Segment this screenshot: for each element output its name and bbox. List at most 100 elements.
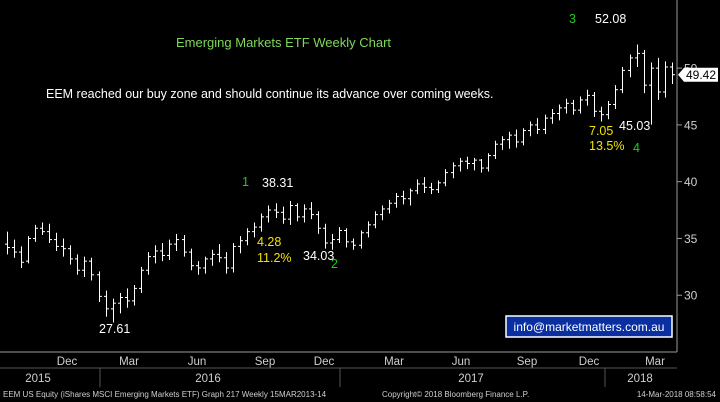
ohlc-bar	[47, 223, 52, 243]
ohlc-bar	[40, 222, 45, 236]
ohlc-bar	[274, 203, 279, 219]
price-axis-ticks: 3035404550	[677, 62, 698, 303]
ohlc-bar	[210, 249, 215, 266]
year-tick-label: 2017	[458, 373, 484, 385]
ohlc-bar	[19, 246, 24, 268]
ohlc-bar	[585, 89, 590, 106]
ohlc-bar	[373, 211, 378, 229]
ohlc-bar	[649, 62, 654, 125]
annotation-low-2018: 45.03	[619, 119, 650, 133]
ohlc-bar	[408, 188, 413, 206]
month-tick-label: Sep	[255, 356, 275, 368]
ohlc-bar	[224, 252, 229, 274]
ohlc-bar	[259, 213, 264, 232]
ohlc-bar	[401, 190, 406, 205]
ohlc-bar	[118, 292, 123, 314]
ohlc-bar	[104, 290, 109, 317]
ohlc-bar	[337, 227, 342, 243]
month-tick-label: Dec	[57, 356, 78, 368]
year-tick-label: 2018	[627, 373, 653, 385]
ohlc-bar	[628, 54, 633, 78]
ohlc-bar	[606, 101, 611, 120]
ohlc-bar	[620, 66, 625, 94]
annotation-decline-points-2: 7.05	[589, 124, 613, 138]
ohlc-bar	[160, 242, 165, 262]
ohlc-bar	[486, 153, 491, 172]
footer-security-info: EEM US Equity (iShares MSCI Emerging Mar…	[3, 390, 327, 399]
ohlc-bar	[75, 254, 80, 275]
ohlc-bar	[174, 233, 179, 251]
ohlc-bar	[5, 231, 10, 255]
ohlc-bar	[451, 162, 456, 179]
price-tick-label: 40	[684, 175, 698, 189]
ohlc-bar	[380, 205, 385, 221]
annotation-wave-1: 1	[242, 175, 249, 189]
ohlc-bar	[550, 109, 555, 124]
price-tick-label: 35	[684, 232, 698, 246]
annotation-low-late-2016: 34.03	[303, 249, 334, 263]
annotation-decline-pct-1: 11.2%	[257, 251, 292, 265]
ohlc-bar	[663, 61, 668, 98]
ohlc-bar	[443, 169, 448, 187]
footer-bar: EEM US Equity (iShares MSCI Emerging Mar…	[0, 387, 720, 402]
annotation-high-2018: 52.08	[595, 12, 626, 26]
ohlc-bar	[266, 205, 271, 223]
ohlc-bar	[458, 157, 463, 172]
ohlc-bar	[543, 114, 548, 134]
contact-box[interactable]: info@marketmatters.com.au	[505, 315, 673, 338]
month-tick-label: Jun	[452, 356, 471, 368]
ohlc-bar	[564, 98, 569, 114]
month-tick-label: Sep	[517, 356, 537, 368]
ohlc-bar	[557, 104, 562, 121]
month-tick-label: Dec	[314, 356, 335, 368]
ohlc-bar	[61, 238, 66, 257]
ohlc-bar	[670, 62, 675, 85]
ohlc-bar	[323, 223, 328, 249]
contact-email-link[interactable]: info@marketmatters.com.au	[514, 320, 665, 334]
ohlc-bar	[146, 252, 151, 275]
month-tick-label: Dec	[579, 356, 600, 368]
ohlc-bar	[422, 177, 427, 194]
ohlc-bar	[68, 245, 73, 265]
price-tick-label: 45	[684, 118, 698, 132]
time-axis-ticks: Dec Mar Jun Sep Dec Mar Jun Sep Dec Mar 2015 2016 20…	[25, 356, 665, 387]
year-tick-label: 2015	[25, 373, 51, 385]
last-price-value: 49.42	[686, 68, 716, 82]
ohlc-bar	[394, 193, 399, 208]
ohlc-bar	[82, 256, 87, 278]
ohlc-bar	[182, 235, 187, 257]
ohlc-bar	[472, 157, 477, 171]
ohlc-bar	[153, 245, 158, 264]
ohlc-bar	[656, 57, 661, 100]
ohlc-bar	[302, 204, 307, 223]
month-tick-label: Mar	[645, 356, 665, 368]
ohlc-bar	[33, 224, 38, 242]
annotation-wave-2: 2	[331, 257, 338, 271]
ohlc-bar	[635, 44, 640, 67]
ohlc-bar	[281, 206, 286, 224]
ohlc-bar	[415, 179, 420, 195]
ohlc-bar	[514, 129, 519, 148]
ohlc-bar	[252, 222, 257, 238]
ohlc-bar	[429, 182, 434, 195]
ohlc-bar	[12, 239, 17, 258]
ohlc-bar	[97, 271, 102, 303]
ohlc-bar	[111, 298, 116, 323]
ohlc-bar	[571, 99, 576, 115]
ohlc-bar	[535, 118, 540, 134]
ohlc-bar	[203, 256, 208, 274]
month-tick-label: Mar	[384, 356, 404, 368]
ohlc-bar	[507, 131, 512, 149]
ohlc-bar	[521, 128, 526, 146]
ohlc-bar	[309, 202, 314, 220]
ohlc-bar	[500, 136, 505, 150]
ohlc-bar	[344, 228, 349, 248]
footer-timestamp: 14-Mar-2018 08:58:54	[636, 390, 716, 399]
ohlc-bar	[54, 232, 59, 251]
ohlc-bar	[330, 233, 335, 250]
chart-title: Emerging Markets ETF Weekly Chart	[176, 35, 391, 50]
ohlc-bar	[316, 211, 321, 234]
annotation-wave-3: 3	[569, 12, 576, 26]
annotation-wave-4: 4	[633, 141, 640, 155]
